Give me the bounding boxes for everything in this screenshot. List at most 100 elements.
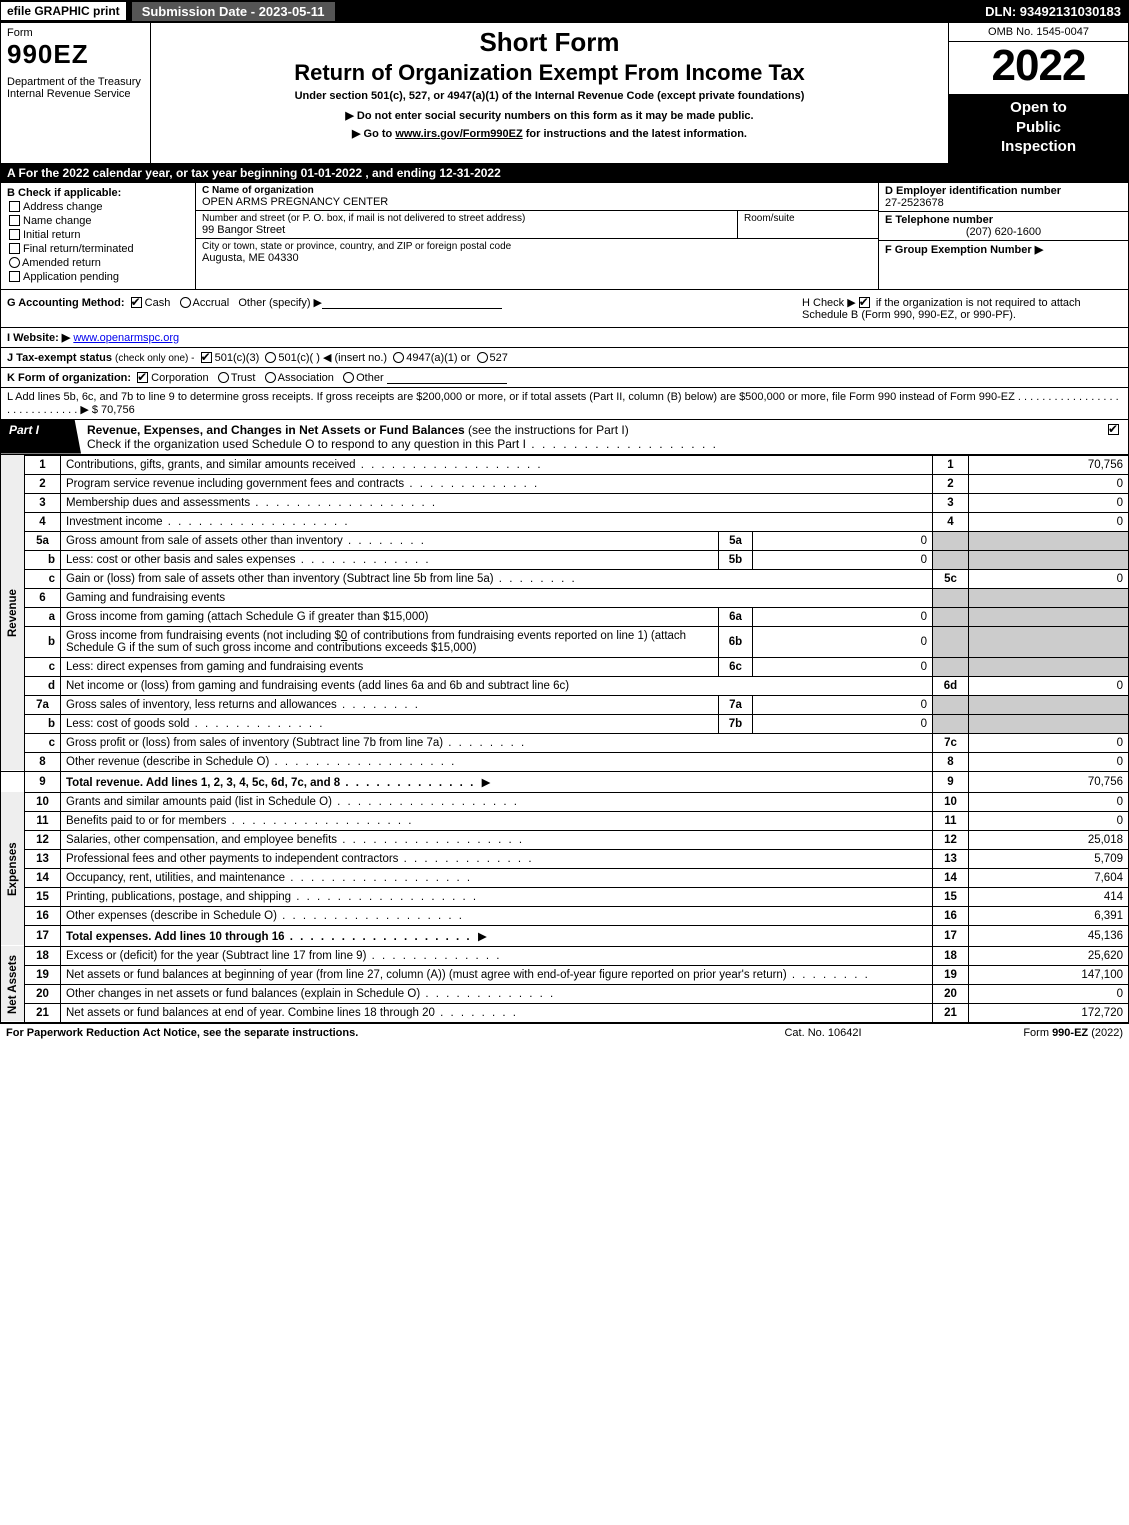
checkbox-cash-icon[interactable] bbox=[131, 297, 142, 308]
mini-line-num: 7b bbox=[719, 714, 753, 733]
j-527: 527 bbox=[490, 352, 508, 364]
omb-number: OMB No. 1545-0047 bbox=[949, 23, 1128, 42]
table-row: b Gross income from fundraising events (… bbox=[1, 626, 1129, 657]
lines-table: Revenue 1 Contributions, gifts, grants, … bbox=[0, 455, 1129, 1023]
checkbox-corp-icon[interactable] bbox=[137, 372, 148, 383]
k-other-field[interactable] bbox=[387, 371, 507, 384]
line-numcol: 18 bbox=[933, 946, 969, 965]
line-desc: Net assets or fund balances at end of ye… bbox=[61, 1003, 933, 1022]
line-num: 2 bbox=[25, 474, 61, 493]
line-num: 21 bbox=[25, 1003, 61, 1022]
line-numcol: 11 bbox=[933, 811, 969, 830]
radio-trust-icon[interactable] bbox=[218, 372, 229, 383]
row-website: I Website: ▶ www.openarmspc.org bbox=[0, 328, 1129, 348]
chk-address-change[interactable]: Address change bbox=[9, 201, 189, 213]
line-numcol: 7c bbox=[933, 733, 969, 752]
radio-4947-icon[interactable] bbox=[393, 352, 404, 363]
table-row: 17 Total expenses. Add lines 10 through … bbox=[1, 925, 1129, 946]
line-value: 25,620 bbox=[969, 946, 1129, 965]
l9-desc-text: Total revenue. Add lines 1, 2, 3, 4, 5c,… bbox=[66, 777, 475, 789]
chk-application-pending[interactable]: Application pending bbox=[9, 271, 189, 283]
checkbox-501c3-icon[interactable] bbox=[201, 352, 212, 363]
line-numcol: 12 bbox=[933, 830, 969, 849]
form-word: Form bbox=[7, 27, 144, 39]
line-desc: Membership dues and assessments bbox=[61, 493, 933, 512]
k-corp: Corporation bbox=[151, 372, 208, 384]
mini-line-value: 0 bbox=[753, 714, 933, 733]
line-num: 11 bbox=[25, 811, 61, 830]
efile-print-label[interactable]: efile GRAPHIC print bbox=[0, 1, 127, 21]
radio-icon[interactable] bbox=[9, 257, 20, 268]
footer-left: For Paperwork Reduction Act Notice, see … bbox=[6, 1027, 723, 1039]
line-desc-text: Contributions, gifts, grants, and simila… bbox=[66, 459, 543, 471]
chk-initial-return[interactable]: Initial return bbox=[9, 229, 189, 241]
street-value: 99 Bangor Street bbox=[202, 224, 731, 236]
line-numcol: 3 bbox=[933, 493, 969, 512]
j-sub: (check only one) - bbox=[115, 353, 194, 364]
mini-line-value: 0 bbox=[753, 657, 933, 676]
grey-cell bbox=[969, 550, 1129, 569]
line-value: 70,756 bbox=[969, 771, 1129, 792]
ein-label: D Employer identification number bbox=[885, 185, 1122, 197]
page-footer: For Paperwork Reduction Act Notice, see … bbox=[0, 1023, 1129, 1042]
bullet-2: ▶ Go to www.irs.gov/Form990EZ for instru… bbox=[159, 126, 940, 144]
line-desc: Less: direct expenses from gaming and fu… bbox=[61, 657, 719, 676]
radio-assoc-icon[interactable] bbox=[265, 372, 276, 383]
chk-amended-return[interactable]: Amended return bbox=[9, 257, 189, 269]
g-other-field[interactable] bbox=[322, 296, 502, 309]
part-i-title-rest: (see the instructions for Part I) bbox=[465, 423, 629, 437]
telephone-value: (207) 620-1600 bbox=[885, 226, 1122, 238]
k-other: Other bbox=[356, 372, 384, 384]
grey-cell bbox=[933, 550, 969, 569]
grey-cell bbox=[933, 588, 969, 607]
column-b: B Check if applicable: Address change Na… bbox=[1, 183, 196, 289]
checkbox-icon[interactable] bbox=[9, 271, 20, 282]
checkbox-icon[interactable] bbox=[9, 215, 20, 226]
website-link[interactable]: www.openarmspc.org bbox=[73, 332, 179, 344]
org-name-label-text: C Name of organization bbox=[202, 185, 314, 196]
line-num: 17 bbox=[25, 925, 61, 946]
checkbox-icon[interactable] bbox=[9, 243, 20, 254]
radio-accrual-icon[interactable] bbox=[180, 297, 191, 308]
radio-501c-icon[interactable] bbox=[265, 352, 276, 363]
line-num: 16 bbox=[25, 906, 61, 925]
line-numcol: 19 bbox=[933, 965, 969, 984]
b-header: B Check if applicable: bbox=[7, 187, 189, 199]
checkbox-h-icon[interactable] bbox=[859, 297, 870, 308]
line-desc-text: Professional fees and other payments to … bbox=[66, 853, 534, 865]
table-row: d Net income or (loss) from gaming and f… bbox=[1, 676, 1129, 695]
table-row: 5a Gross amount from sale of assets othe… bbox=[1, 531, 1129, 550]
checkbox-icon[interactable] bbox=[9, 229, 20, 240]
street-label: Number and street (or P. O. box, if mail… bbox=[202, 213, 731, 224]
line-num: 6 bbox=[25, 588, 61, 607]
line-desc-text: Gain or (loss) from sale of assets other… bbox=[66, 573, 577, 585]
line-num: 14 bbox=[25, 868, 61, 887]
irs-link[interactable]: www.irs.gov/Form990EZ bbox=[395, 128, 522, 140]
part-i-header: Part I Revenue, Expenses, and Changes in… bbox=[0, 420, 1129, 455]
chk-final-return[interactable]: Final return/terminated bbox=[9, 243, 189, 255]
table-row: c Less: direct expenses from gaming and … bbox=[1, 657, 1129, 676]
line-desc-text: Salaries, other compensation, and employ… bbox=[66, 834, 524, 846]
line-desc: Less: cost of goods sold bbox=[61, 714, 719, 733]
chk-name-change[interactable]: Name change bbox=[9, 215, 189, 227]
radio-other-icon[interactable] bbox=[343, 372, 354, 383]
radio-527-icon[interactable] bbox=[477, 352, 488, 363]
checkbox-parti-icon[interactable] bbox=[1108, 424, 1119, 435]
line-value: 172,720 bbox=[969, 1003, 1129, 1022]
h-pre: H Check ▶ bbox=[802, 297, 859, 309]
g-label: G Accounting Method: bbox=[7, 297, 125, 309]
line-desc-text: Membership dues and assessments bbox=[66, 497, 437, 509]
checkbox-icon[interactable] bbox=[9, 201, 20, 212]
k-assoc: Association bbox=[278, 372, 334, 384]
ein-value: 27-2523678 bbox=[885, 197, 1122, 209]
ein-box: D Employer identification number 27-2523… bbox=[879, 183, 1128, 212]
mini-line-value: 0 bbox=[753, 550, 933, 569]
line-numcol: 21 bbox=[933, 1003, 969, 1022]
line-desc-text: Program service revenue including govern… bbox=[66, 478, 539, 490]
line-num: c bbox=[25, 733, 61, 752]
part-i-check bbox=[1102, 420, 1128, 454]
line-desc-text: Occupancy, rent, utilities, and maintena… bbox=[66, 872, 472, 884]
line-desc: Less: cost or other basis and sales expe… bbox=[61, 550, 719, 569]
line-desc-text: Gross profit or (loss) from sales of inv… bbox=[66, 737, 526, 749]
line-num: 9 bbox=[25, 771, 61, 792]
